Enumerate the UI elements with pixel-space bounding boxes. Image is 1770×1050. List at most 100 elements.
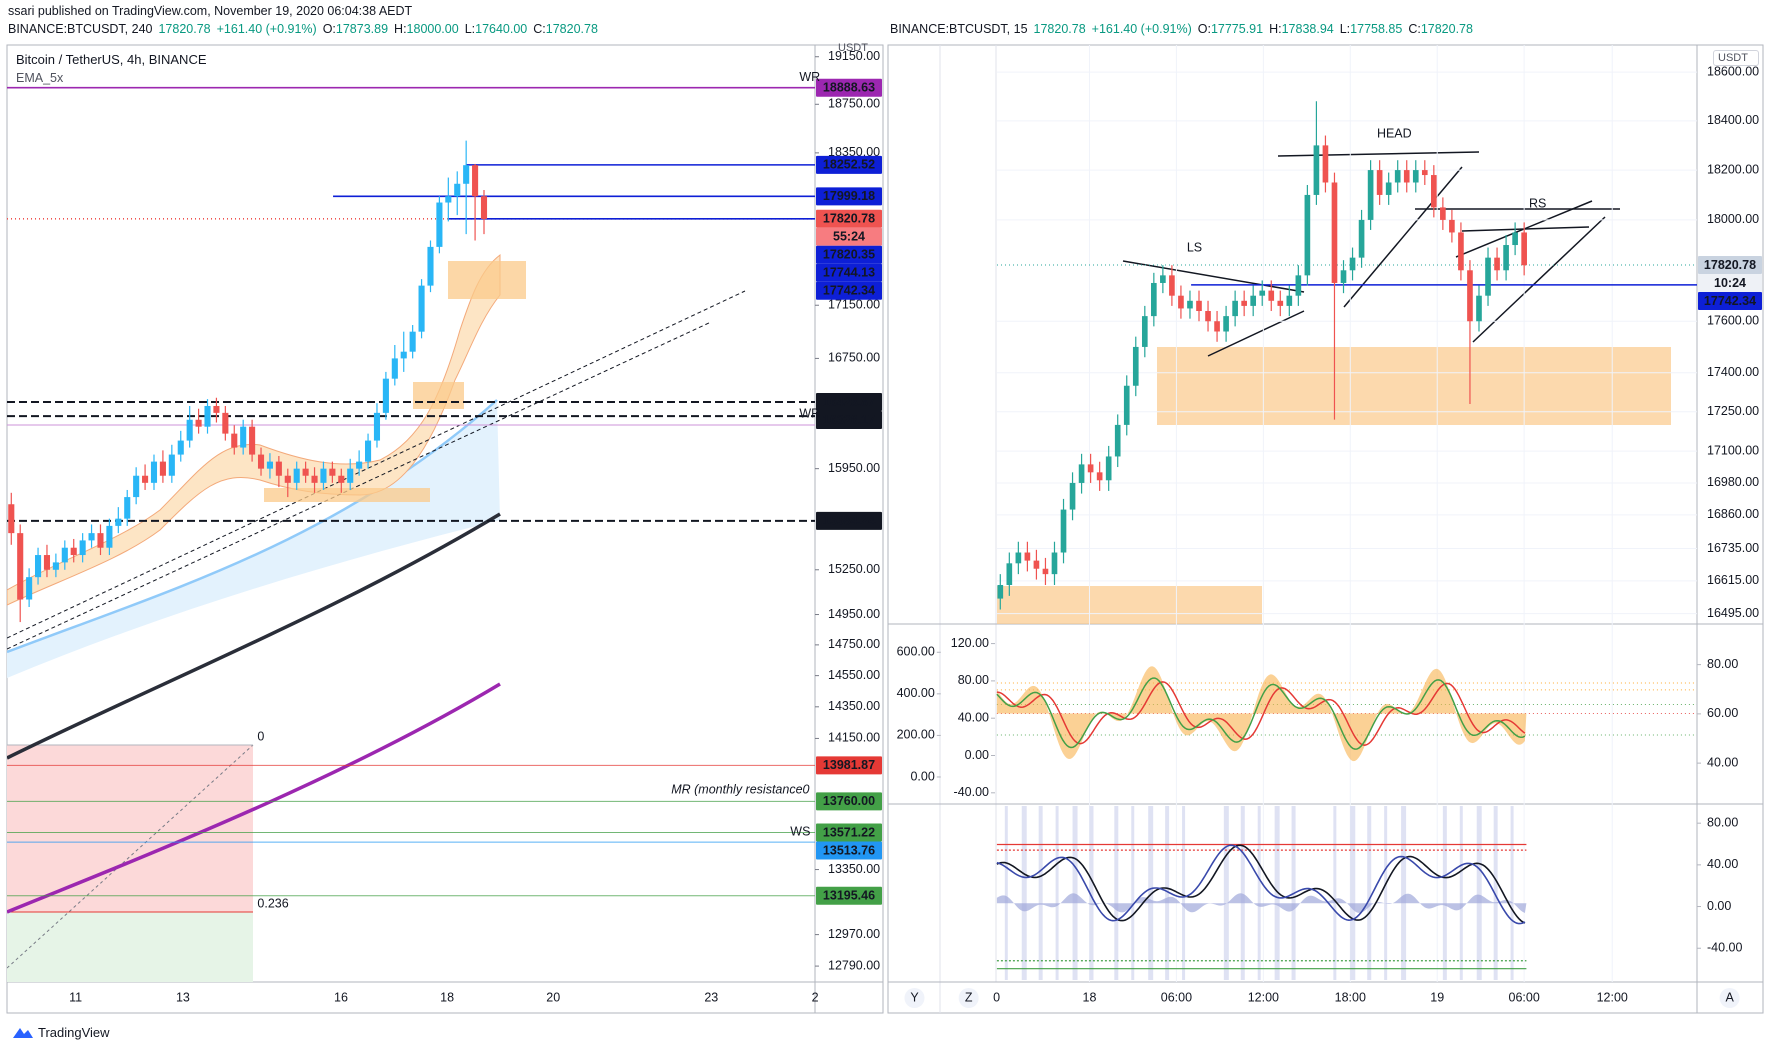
osc-band	[1165, 806, 1170, 980]
osc-band	[1021, 806, 1027, 980]
symbol: BINANCE:BTCUSDT, 15	[890, 22, 1028, 36]
candle-body	[106, 525, 113, 548]
price-badge	[816, 511, 882, 530]
candle-body	[1313, 145, 1320, 195]
price-badge-label: 17744.13	[823, 266, 875, 280]
candle-body	[1268, 290, 1275, 301]
osc-band	[1350, 806, 1356, 980]
candle-body	[1223, 316, 1229, 332]
pattern-label: LS	[1187, 241, 1202, 255]
osc-band	[1240, 806, 1245, 980]
candle-body	[34, 555, 42, 578]
y-tick-label: -40.00	[954, 785, 989, 799]
candle-body	[1196, 300, 1202, 312]
ohlc-value: 17758.85	[1350, 22, 1403, 36]
candle-body	[1160, 275, 1166, 283]
pattern-line	[1277, 151, 1480, 157]
pattern-label: RS	[1529, 197, 1546, 211]
ohlc-value: 17775.91	[1210, 22, 1264, 36]
price-badge-label: 17742.34	[1704, 294, 1756, 308]
osc-band	[1384, 806, 1388, 980]
footer: TradingView	[12, 1024, 116, 1040]
currency-text: USDT	[1718, 52, 1748, 64]
candle-body	[1051, 552, 1058, 575]
candle-body	[1024, 552, 1031, 561]
x-tick-label: 19	[1430, 990, 1444, 1004]
osc-band	[1493, 806, 1498, 980]
y-tick-label: 13350.00	[828, 862, 880, 876]
candle-body	[445, 196, 452, 203]
price-badge	[816, 281, 882, 300]
price-badge-label: 17820.35	[823, 248, 875, 262]
candle-body	[365, 440, 372, 462]
y-tick-label: 80.00	[958, 673, 989, 687]
candle-body	[1394, 170, 1401, 183]
candle-body	[1250, 295, 1257, 306]
ohlc-value: 17838.94	[1281, 22, 1334, 36]
candle-body	[1295, 275, 1302, 296]
candle-body	[1259, 290, 1266, 296]
toolbar-button[interactable]	[1719, 988, 1740, 1008]
candle-body	[8, 504, 15, 534]
toolbar-button[interactable]	[958, 988, 979, 1008]
candle-body	[1187, 300, 1193, 309]
y-tick-label: 0.00	[910, 769, 934, 783]
price-badge-label: 17742.34	[823, 284, 875, 298]
candle-body	[1331, 182, 1338, 283]
ohlc-value: 17820.78	[545, 22, 598, 36]
osc-band	[1401, 806, 1407, 980]
ohlc-value: 17873.89	[335, 22, 389, 36]
ema-longest	[7, 682, 501, 914]
title-text: Bitcoin / TetherUS, 4h, BINANCE	[16, 52, 207, 67]
toolbar-button[interactable]	[904, 988, 925, 1008]
candle-body	[97, 533, 104, 548]
candle-body	[1087, 464, 1094, 473]
x-tick-label: 12:00	[1248, 990, 1279, 1004]
candle-body	[61, 547, 68, 563]
osc-band	[1004, 806, 1008, 980]
candle-body	[17, 533, 24, 600]
x-tick-label: 18	[440, 990, 454, 1004]
candle-body	[427, 246, 434, 286]
price-badge-label: 16428.87	[823, 395, 875, 409]
right-currency[interactable]: USDT	[1713, 50, 1759, 66]
candle-body	[1521, 232, 1527, 266]
candle-body	[382, 378, 389, 413]
fib-green-zone	[7, 912, 253, 982]
candle-body	[1069, 482, 1076, 510]
candle-body	[1015, 552, 1022, 564]
price-badge	[1698, 292, 1762, 311]
toolbar-label: Y	[910, 990, 919, 1004]
y-tick-label: 80.00	[1707, 657, 1738, 671]
candle-body	[1123, 385, 1130, 425]
candle-body	[373, 412, 381, 441]
candle-body	[1476, 295, 1482, 322]
x-tick-label: 2	[812, 990, 819, 1004]
x-tick-label: 12:00	[1597, 990, 1628, 1004]
ohlc-key: O:	[322, 22, 336, 36]
last-price: 17820.78	[158, 22, 211, 36]
candle-body	[1277, 300, 1284, 306]
osc-band	[1333, 806, 1337, 980]
candle-body	[997, 584, 1004, 599]
ohlc-key: L:	[1339, 22, 1351, 36]
y-tick-label: 16980.00	[1707, 475, 1759, 489]
x-tick-label: 18	[1083, 990, 1097, 1004]
candle-body	[231, 433, 238, 448]
symbol: BINANCE:BTCUSDT, 240	[8, 22, 153, 36]
y-tick-label: 14350.00	[828, 699, 880, 713]
price-badge-label: 17820.78	[1704, 258, 1756, 272]
y-tick-label: 18200.00	[1707, 162, 1759, 176]
candle-body	[213, 405, 220, 413]
candle-body	[1385, 182, 1392, 195]
candle-body	[240, 426, 247, 448]
brand: TradingView	[38, 1024, 110, 1040]
y-tick-label: 40.00	[958, 710, 989, 724]
osc-band	[1274, 806, 1280, 980]
annotation: WR	[799, 407, 820, 421]
price-badge	[816, 411, 882, 430]
candle-body	[454, 183, 461, 197]
price-badge	[816, 155, 882, 174]
y-tick-label: 200.00	[897, 728, 935, 742]
candle-body	[1340, 270, 1347, 283]
